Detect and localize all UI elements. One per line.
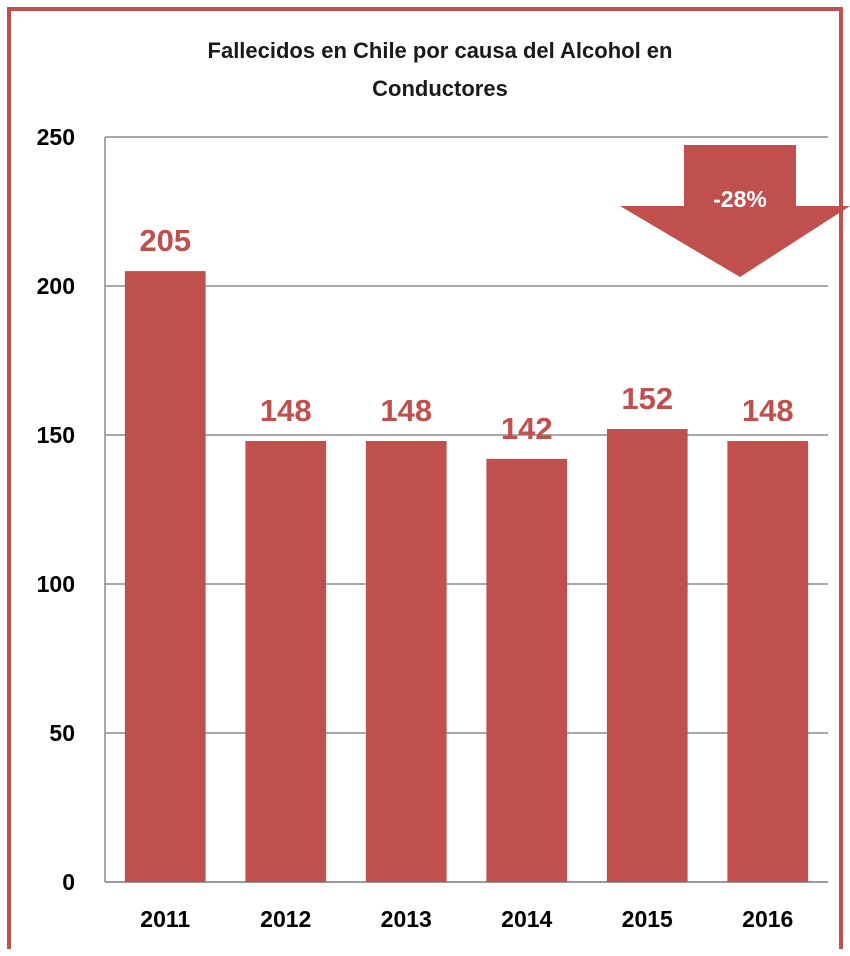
x-tick-label: 2015 bbox=[622, 906, 673, 932]
data-labels: 205 148 148 142 152 148 bbox=[139, 223, 793, 446]
bar-2012 bbox=[245, 440, 327, 882]
x-tick-label: 2016 bbox=[742, 906, 793, 932]
y-tick-label: 50 bbox=[49, 720, 75, 746]
data-label: 148 bbox=[380, 393, 432, 428]
x-axis-ticks: 2011 2012 2013 2014 2015 2016 bbox=[140, 906, 793, 932]
gridlines bbox=[104, 136, 828, 883]
change-annotation: -28% bbox=[620, 145, 850, 277]
x-tick-label: 2014 bbox=[501, 906, 552, 932]
y-tick-label: 150 bbox=[37, 422, 75, 448]
y-tick-label: 0 bbox=[62, 869, 75, 895]
x-tick-label: 2012 bbox=[260, 906, 311, 932]
bar-2016 bbox=[727, 440, 809, 882]
bar-2014 bbox=[486, 458, 568, 882]
change-annotation-label: -28% bbox=[713, 186, 767, 212]
data-label: 142 bbox=[501, 411, 553, 446]
bar-2013 bbox=[365, 440, 447, 882]
chart-frame bbox=[7, 7, 843, 949]
chart-title-line1: Fallecidos en Chile por causa del Alcoho… bbox=[208, 38, 673, 63]
bar-2015 bbox=[606, 429, 688, 882]
y-axis-ticks: 0 50 100 150 200 250 bbox=[37, 124, 75, 895]
x-tick-label: 2013 bbox=[381, 906, 432, 932]
data-label: 205 bbox=[139, 223, 191, 258]
y-tick-label: 100 bbox=[37, 571, 75, 597]
y-tick-label: 200 bbox=[37, 273, 75, 299]
bar-2011 bbox=[124, 271, 206, 883]
data-label: 148 bbox=[742, 393, 794, 428]
x-tick-label: 2011 bbox=[140, 906, 190, 932]
y-tick-label: 250 bbox=[37, 124, 75, 150]
down-arrow-shape bbox=[620, 145, 850, 277]
data-label: 152 bbox=[621, 381, 673, 416]
bars bbox=[124, 271, 809, 883]
chart-title-line2: Conductores bbox=[372, 76, 508, 101]
data-label: 148 bbox=[260, 393, 312, 428]
